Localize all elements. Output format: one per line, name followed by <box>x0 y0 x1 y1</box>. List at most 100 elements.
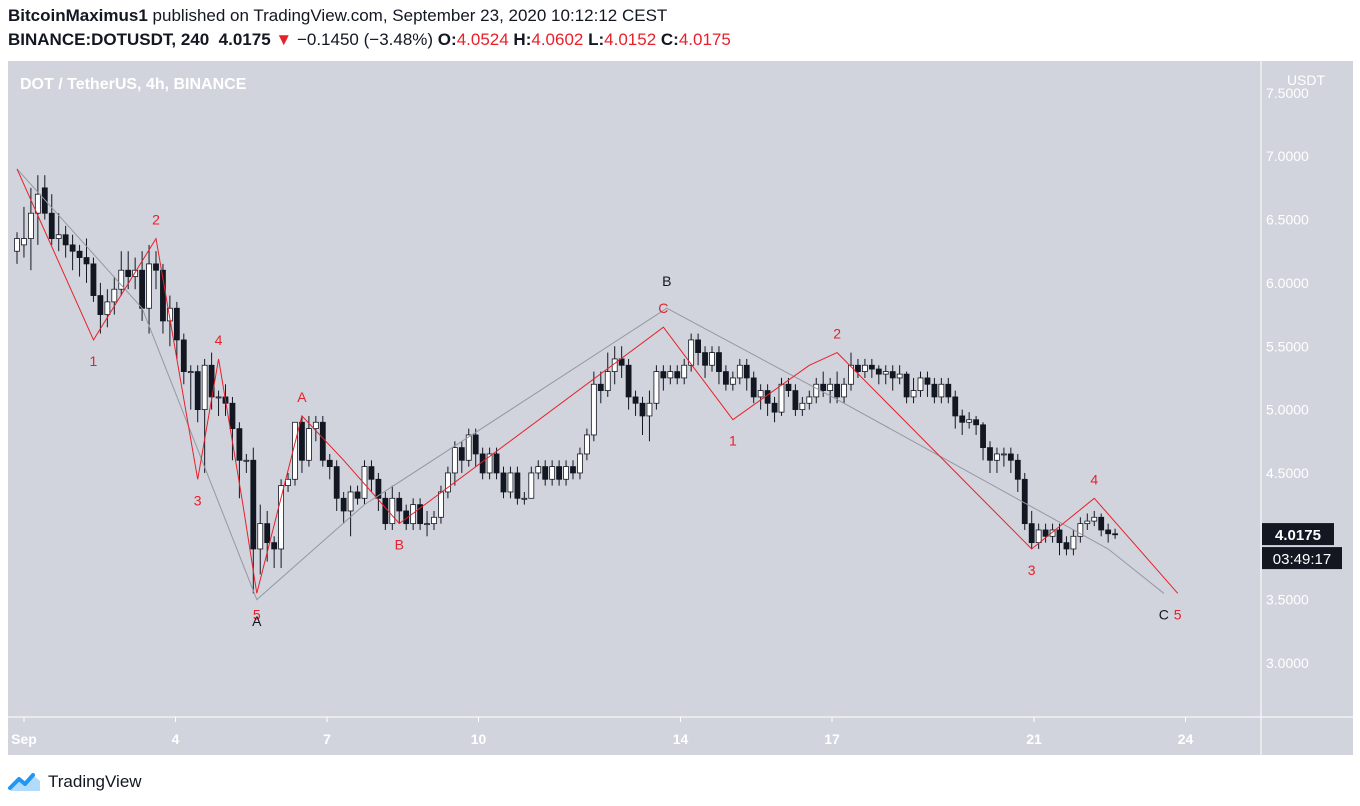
candle-body <box>514 472 521 499</box>
candle <box>785 377 792 397</box>
candle <box>153 251 159 290</box>
candle <box>257 504 264 575</box>
candle <box>702 346 708 378</box>
candle-body <box>333 466 340 499</box>
candle-body <box>618 358 625 366</box>
candle <box>305 415 312 467</box>
candle-body <box>1105 529 1112 535</box>
candle-body <box>1049 529 1056 537</box>
candle-body <box>743 364 750 379</box>
candle <box>750 371 757 404</box>
candle-body <box>403 510 410 525</box>
candle <box>500 466 507 499</box>
candle <box>716 346 722 385</box>
high-value: 4.0602 <box>531 30 584 49</box>
candle-body <box>716 352 722 372</box>
wave-label: 3 <box>1028 562 1036 578</box>
candle-body <box>729 377 736 385</box>
candle-body <box>354 491 361 499</box>
candle-body <box>681 364 688 379</box>
candle <box>590 371 597 442</box>
candle <box>604 352 611 397</box>
candle-body <box>917 377 924 391</box>
candle-body <box>201 364 208 411</box>
candle-body <box>980 424 986 449</box>
candle-body <box>959 415 966 423</box>
price-tick-label: 5.5000 <box>1266 338 1309 354</box>
candle <box>424 510 430 537</box>
candle <box>472 428 479 467</box>
candle-body <box>709 352 715 366</box>
wave-line-gray <box>16 168 1165 601</box>
candle <box>76 244 83 277</box>
candle-body <box>438 491 444 518</box>
candle-body <box>757 390 764 398</box>
candle <box>820 371 827 397</box>
wave-label: 1 <box>729 433 737 449</box>
candle <box>278 479 285 568</box>
candle-body <box>577 453 583 474</box>
low-value: 4.0152 <box>604 30 657 49</box>
candle <box>827 377 834 404</box>
candle-body <box>855 364 861 372</box>
candle <box>1014 453 1021 492</box>
candle-body <box>590 383 597 436</box>
candle-body <box>458 447 465 461</box>
candle <box>806 390 813 410</box>
candle-body <box>27 212 34 239</box>
candle <box>271 536 278 568</box>
candle-body <box>875 368 882 375</box>
candle-body <box>660 371 667 379</box>
candle-body <box>563 466 569 480</box>
candle-body <box>1014 459 1021 480</box>
candle <box>333 460 340 511</box>
price-tick-label: 7.0000 <box>1266 148 1309 164</box>
candle <box>1035 523 1042 549</box>
candle <box>792 384 799 416</box>
candle <box>695 333 701 366</box>
tradingview-logo-icon[interactable] <box>8 772 42 792</box>
close-value: 4.0175 <box>678 30 731 49</box>
candle <box>55 213 62 252</box>
candle <box>451 441 458 486</box>
footer-brand[interactable]: TradingView <box>48 772 142 791</box>
price-chart[interactable]: DOT / TetherUS, 4h, BINANCE USDT 3.0000 3… <box>0 0 1360 760</box>
candle-body <box>896 373 903 379</box>
candle-body <box>1112 533 1118 536</box>
candle-body <box>368 466 375 480</box>
candle-body <box>1056 529 1063 544</box>
candle-body <box>340 497 347 512</box>
candle-body <box>62 234 69 246</box>
candle-body <box>771 402 778 413</box>
candle <box>917 371 924 397</box>
candle-body <box>375 478 382 499</box>
time-axis[interactable] <box>8 717 1353 755</box>
candle <box>577 447 583 480</box>
author-name[interactable]: BitcoinMaximus1 <box>8 6 148 25</box>
candle <box>563 460 569 486</box>
candle <box>556 460 562 486</box>
candle <box>180 333 187 385</box>
candle <box>896 365 903 385</box>
chart-pane[interactable] <box>8 61 1261 717</box>
candle-body <box>736 364 743 379</box>
candle-body <box>625 364 632 398</box>
candle <box>1049 523 1056 543</box>
candle-body <box>973 419 979 426</box>
price-axis[interactable] <box>1261 61 1353 717</box>
wave-label: C <box>658 300 668 316</box>
candle-body <box>778 383 785 413</box>
candle <box>201 358 208 473</box>
wave-label: 5 <box>253 606 261 622</box>
candle-body <box>862 364 868 372</box>
candle-body <box>903 373 910 398</box>
candle-body <box>486 453 493 474</box>
candle <box>771 396 778 423</box>
candle-body <box>945 383 952 398</box>
candle <box>410 498 417 530</box>
candle-body <box>215 396 222 399</box>
candle-body <box>507 472 514 493</box>
candle-body <box>834 383 840 398</box>
candle-body <box>264 523 271 544</box>
candle-body <box>229 402 236 430</box>
